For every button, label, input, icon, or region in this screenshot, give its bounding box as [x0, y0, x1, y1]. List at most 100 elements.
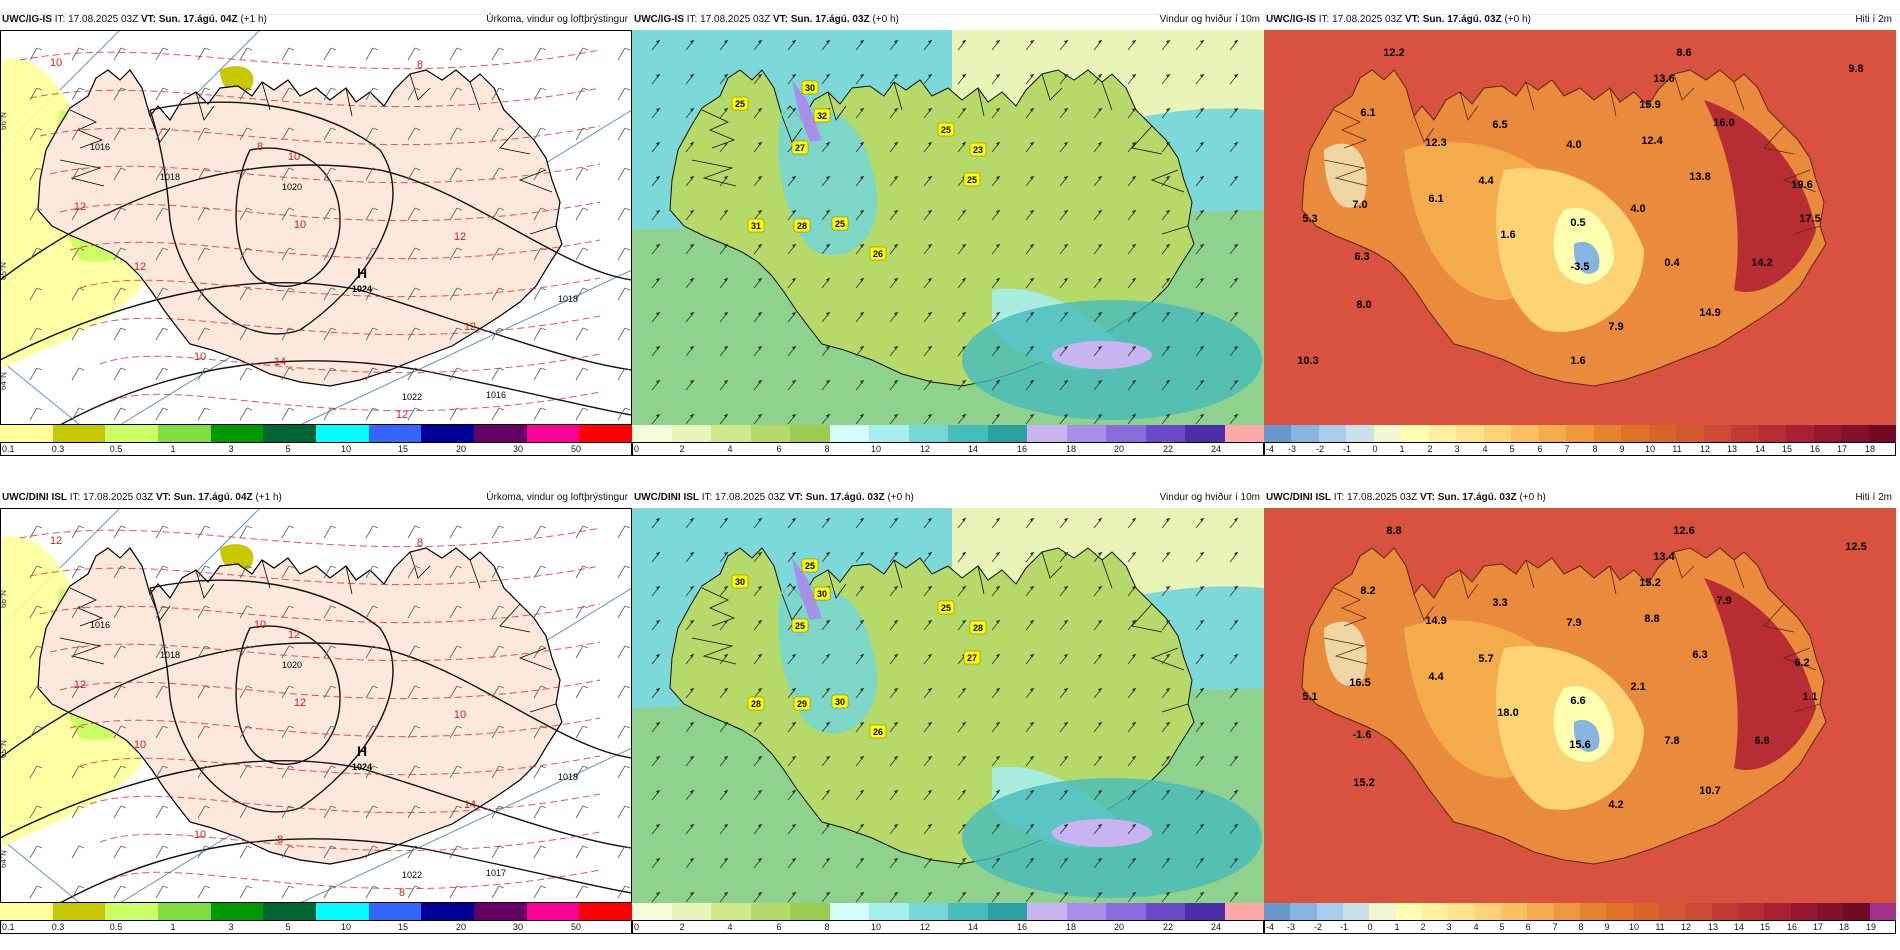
- wind-barb: [323, 327, 332, 341]
- wind-barb: [491, 407, 500, 421]
- wind-arrow-head: [656, 552, 660, 556]
- wind-arrow-head: [860, 312, 864, 316]
- wind-arrow-head: [1064, 518, 1068, 522]
- wind-barb: [155, 47, 164, 61]
- wind-barb: [204, 845, 211, 849]
- colorbar-swatch: [1106, 903, 1146, 920]
- model-name: UWC/IG-IS: [634, 14, 684, 25]
- wind-arrow-head: [894, 176, 898, 180]
- map-precip[interactable]: 66°N 65°N 64°N 1024 1018 1018 1016 1020 1022 1016…: [0, 30, 632, 425]
- wind-arrow-head: [928, 552, 932, 556]
- wind-barb: [162, 207, 169, 211]
- wind-barb: [204, 47, 211, 51]
- colorbar-tick-label: 3: [228, 444, 234, 454]
- wind-barb: [540, 525, 547, 529]
- wind-arrow-head: [1200, 278, 1204, 282]
- temp-value-label: 5.3: [1302, 213, 1317, 225]
- colorbar-swatch: [1500, 903, 1528, 920]
- colorbar-tick-label: 18: [1065, 444, 1077, 454]
- map-wind[interactable]: 30 25 32 27 25 23 25 31 28 25 26: [632, 30, 1264, 425]
- wind-arrow-head: [1132, 312, 1136, 316]
- wind-barb: [281, 725, 290, 739]
- wind-barb: [71, 207, 80, 221]
- colorbar-swatch: [52, 903, 106, 920]
- wind-arrow-head: [1166, 108, 1170, 112]
- wind-arrow-head: [1030, 380, 1034, 384]
- colorbar-swatch: [1185, 903, 1225, 920]
- temp-value-label: 16.5: [1349, 677, 1370, 689]
- wind-barb: [617, 207, 626, 221]
- wind-arrow-head: [758, 756, 762, 760]
- wind-barb: [281, 565, 290, 579]
- wind-arrow-head: [860, 278, 864, 282]
- wind-barb: [71, 765, 80, 779]
- map-wind[interactable]: 25 30 30 25 25 28 27 28 29 30 26: [632, 508, 1264, 903]
- wind-barb: [540, 407, 547, 411]
- colorbar-swatch: [1145, 425, 1185, 442]
- wind-barb: [624, 47, 631, 51]
- fjord-line: [1333, 109, 1368, 149]
- colorbar-swatch: [1527, 903, 1554, 920]
- wind-arrow-head: [1098, 176, 1102, 180]
- colorbar-precip: 0.1 0.3 0.5 1 3 5 10 15 20 30 50: [0, 903, 633, 935]
- wind-barb: [29, 645, 38, 659]
- colorbar-tick-label: 10: [870, 922, 882, 932]
- wind-arrow-head: [928, 40, 932, 44]
- vt-label: VT:: [1419, 492, 1435, 503]
- wind-arrow-head: [792, 858, 796, 862]
- map-temp[interactable]: 12.2 8.6 9.8 13.6 6.1 15.9 16.0 6.5 12.3 4.0 12.4 1…: [1264, 30, 1896, 425]
- wind-barb: [239, 47, 248, 61]
- wind-barb: [330, 565, 337, 569]
- wind-arrow-head: [724, 688, 728, 692]
- colorbar-tick-label: 14: [967, 922, 979, 932]
- wind-arrow-head: [724, 176, 728, 180]
- isotherm-label: 8: [257, 141, 263, 153]
- map-precip[interactable]: 66°N 65°N 64°N 1024 1018 1018 1017 1020 1022 1016…: [0, 508, 632, 903]
- wind-arrow-head: [1064, 176, 1068, 180]
- wind-arrow-head: [1098, 858, 1102, 862]
- colorbar-tick-label: 15: [1781, 444, 1793, 454]
- wind-arrow-head: [860, 892, 864, 896]
- wind-arrow-head: [656, 210, 660, 214]
- wind-arrow-head: [860, 552, 864, 556]
- wind-barb: [407, 287, 416, 301]
- wind-barb: [498, 565, 505, 569]
- model-name: UWC/IG-IS: [2, 14, 52, 25]
- wind-barb: [407, 167, 416, 181]
- wind-barb: [155, 605, 164, 619]
- wind-barb: [624, 127, 631, 131]
- wind-barb: [617, 765, 626, 779]
- wind-arrow-head: [1166, 518, 1170, 522]
- high-pressure-marker: H: [357, 743, 367, 759]
- wind-arrow-head: [826, 552, 830, 556]
- fjord-line: [1733, 559, 1745, 589]
- vt-label: VT:: [140, 14, 156, 25]
- wind-barb: [498, 47, 505, 51]
- wind-barb: [36, 885, 43, 889]
- isotherm-label: 8: [399, 887, 405, 899]
- wind-arrow-head: [724, 142, 728, 146]
- wind-barb: [498, 805, 505, 809]
- wind-barb: [155, 805, 164, 819]
- fjord-line: [499, 125, 531, 155]
- fjord-line: [1609, 87, 1617, 117]
- wind-arrow-head: [928, 210, 932, 214]
- wind-barb: [162, 605, 169, 609]
- wind-arrow-head: [996, 518, 1000, 522]
- panel-header-left: UWC/IG-IS IT: 17.08.2025 03Z VT: Sun. 17…: [2, 10, 267, 30]
- wind-barb: [197, 367, 206, 381]
- wind-arrow-head: [1064, 620, 1068, 624]
- temp-value-label: 0.4: [1664, 257, 1680, 269]
- wind-arrow-head: [1166, 586, 1170, 590]
- wind-barb: [372, 407, 379, 411]
- map-temp[interactable]: 8.8 12.6 12.5 13.4 8.2 15.2 7.9 3.3 14.9 7.9 8.8 6.…: [1264, 508, 1896, 903]
- wind-barb: [330, 407, 337, 411]
- wind-barb: [197, 127, 206, 141]
- wind-arrow-head: [996, 824, 1000, 828]
- wind-arrow-head: [894, 40, 898, 44]
- wind-arrow-head: [894, 518, 898, 522]
- wind-barb: [323, 207, 332, 221]
- wind-arrow-head: [1030, 790, 1034, 794]
- wind-barb: [155, 765, 164, 779]
- wind-arrow-head: [1064, 278, 1068, 282]
